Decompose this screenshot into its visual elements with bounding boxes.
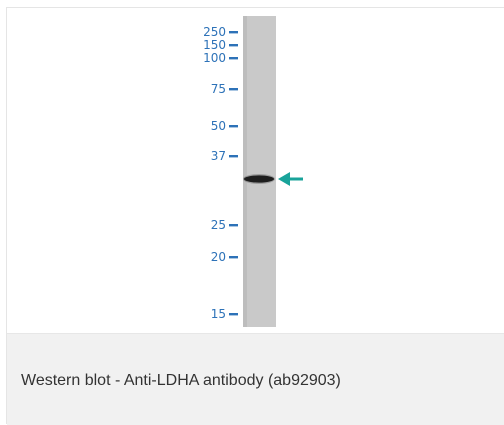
marker-ladder: 250 150 100 75 50 37 25 20 15 — [203, 25, 238, 321]
western-blot-image: 250 150 100 75 50 37 25 20 15 — [203, 16, 303, 327]
image-caption: Western blot - Anti-LDHA antibody (ab929… — [21, 372, 341, 389]
image-card: 250 150 100 75 50 37 25 20 15 — [6, 7, 504, 425]
marker-label-15: 15 — [211, 307, 226, 321]
caption-panel: Western blot - Anti-LDHA antibody (ab929… — [7, 333, 504, 425]
marker-label-25: 25 — [211, 218, 226, 232]
marker-label-100: 100 — [203, 51, 226, 65]
marker-tick-50 — [229, 125, 238, 128]
protein-band-halo — [243, 174, 275, 184]
western-blot-figure: 250 150 100 75 50 37 25 20 15 — [7, 8, 504, 333]
arrow-left-icon — [278, 172, 303, 186]
marker-tick-25 — [229, 224, 238, 227]
gel-lane — [243, 16, 276, 327]
marker-label-37: 37 — [211, 149, 226, 163]
marker-tick-15 — [229, 313, 238, 316]
marker-tick-37 — [229, 155, 238, 158]
marker-tick-20 — [229, 256, 238, 259]
protein-band — [244, 175, 274, 183]
marker-label-250: 250 — [203, 25, 226, 39]
marker-tick-250 — [229, 31, 238, 34]
marker-tick-75 — [229, 88, 238, 91]
marker-tick-100 — [229, 57, 238, 60]
marker-label-75: 75 — [211, 82, 226, 96]
marker-label-150: 150 — [203, 38, 226, 52]
marker-tick-150 — [229, 44, 238, 47]
marker-label-20: 20 — [211, 250, 226, 264]
gel-lane-shade — [243, 16, 247, 327]
marker-label-50: 50 — [211, 119, 226, 133]
